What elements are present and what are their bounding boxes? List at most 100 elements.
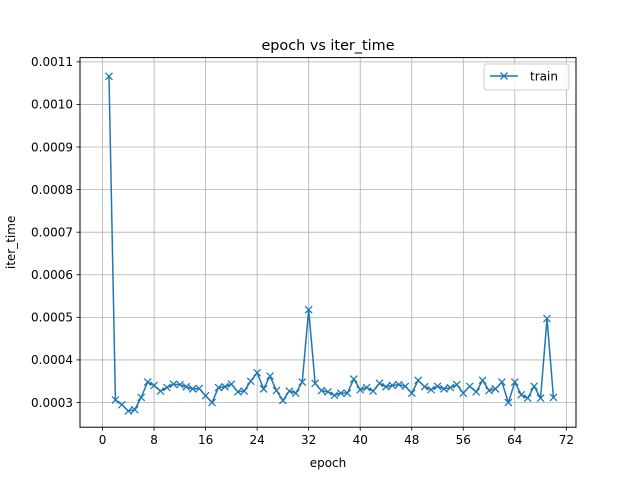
data-point [130,405,139,414]
data-point [117,400,126,409]
data-point [497,378,506,387]
data-point [156,387,165,395]
data-point [272,386,281,395]
legend-label-train: train [530,70,558,84]
data-point [111,396,120,404]
x-tick-label: 24 [250,433,265,447]
data-point [175,380,184,389]
data-point [375,379,384,388]
data-point [317,386,326,395]
data-point [240,387,249,395]
data-point [304,305,313,314]
y-axis: 0.0003 0.0004 0.0005 0.0006 0.0007 0.0008 0.00… [31,55,80,410]
data-point [536,394,545,403]
data-point [182,382,191,391]
data-point [523,394,532,403]
x-tick-label: 16 [198,433,213,447]
data-point [362,383,371,392]
data-point [266,372,274,381]
data-point [343,389,352,398]
data-point [311,379,320,388]
data-point [369,387,378,395]
data-point [472,387,481,396]
x-tick-label: 0 [99,433,107,447]
data-point [137,393,146,402]
x-tick-label: 64 [507,433,522,447]
data-point [214,383,223,392]
y-tick-label: 0.0005 [31,311,73,325]
y-tick-label: 0.0003 [31,396,73,410]
x-tick-label: 56 [456,433,471,447]
data-point [336,389,345,398]
chart-title: epoch vs iter_time [261,38,394,54]
data-point [201,391,210,400]
data-point [388,381,397,390]
data-point [150,381,159,390]
plot-series [105,72,558,415]
y-axis-title: iter_time [4,216,18,269]
data-point [220,382,229,391]
data-point [291,389,300,398]
data-point [324,387,332,396]
data-point [143,378,152,387]
x-tick-label: 40 [353,433,368,447]
series-train [105,72,558,415]
data-point [446,383,455,392]
data-point [169,380,178,389]
data-point [478,376,487,385]
plot-frame [79,57,577,428]
y-tick-label: 0.0010 [31,98,73,112]
series-line [108,76,555,412]
x-tick-label: 48 [404,433,419,447]
data-point [433,382,442,391]
y-tick-label: 0.0008 [31,183,73,197]
data-point [510,378,519,387]
data-point [163,383,171,392]
data-point [330,391,339,400]
data-point [549,393,558,402]
data-point [420,382,429,391]
data-point [349,375,358,384]
data-point [394,380,403,389]
data-point [105,72,113,81]
data-point [543,314,551,323]
legend-box [483,63,570,91]
data-point [195,384,204,393]
data-point [517,390,526,399]
legend: train [483,63,570,91]
data-point [188,384,197,393]
x-axis-title: epoch [310,456,347,470]
x-axis: 0 8 16 24 32 40 48 56 64 72 [99,427,574,447]
data-point [278,396,287,405]
data-point [485,386,493,395]
x-tick-label: 8 [150,433,158,447]
data-point [382,382,390,391]
data-point [465,382,474,391]
data-point [504,398,513,407]
data-point [208,398,216,407]
data-point [285,387,294,395]
y-tick-label: 0.0011 [31,55,73,69]
data-point [491,384,500,393]
data-point [233,387,242,396]
y-tick-label: 0.0009 [31,140,73,154]
data-point [227,380,236,389]
x-tick-label: 32 [301,433,316,447]
data-point [401,382,410,391]
data-point [298,378,307,387]
data-point [530,382,539,391]
grid [80,57,576,428]
data-point [124,407,133,415]
data-point [440,384,448,393]
data-point [356,385,365,394]
legend-marker-swatch [500,72,508,80]
y-tick-label: 0.0004 [31,353,73,367]
data-point [246,377,255,386]
data-point [414,376,423,385]
y-tick-label: 0.0006 [31,268,73,282]
data-point [459,389,468,398]
data-point [452,380,461,389]
x-tick-label: 72 [559,433,574,447]
data-point [259,384,268,393]
